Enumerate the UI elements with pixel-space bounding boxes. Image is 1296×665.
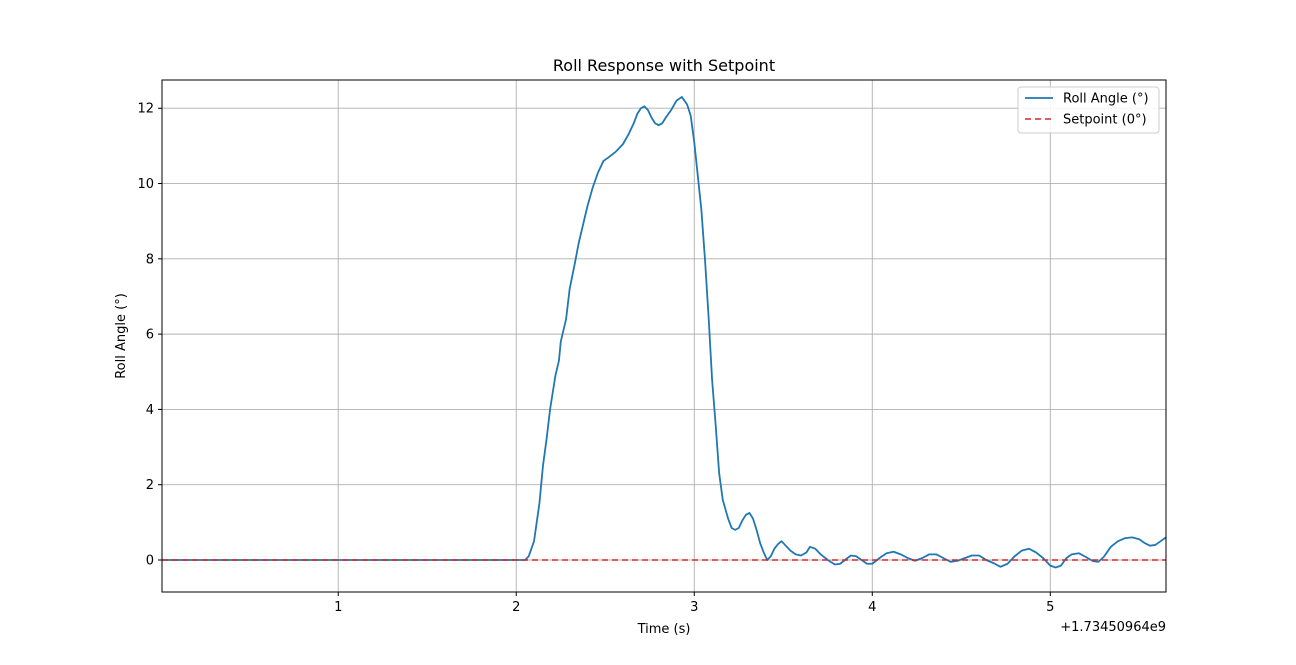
y-tick-label: 8 [146,252,154,267]
x-axis-label: Time (s) [637,622,691,637]
y-tick-label: 0 [146,554,154,569]
y-tick-label: 12 [137,102,154,117]
chart-legend: Roll Angle (°) Setpoint (0°) [1017,86,1160,134]
x-tick-label: 5 [1046,600,1054,615]
legend-box [1017,86,1160,134]
x-axis-offset-label: +1.73450964e9 [1060,620,1166,635]
y-axis-label: Roll Angle (°) [114,293,129,379]
x-tick-label: 1 [334,600,342,615]
y-tick-label: 2 [146,478,154,493]
legend-label-1: Setpoint (0°) [1063,113,1147,128]
y-tick-label: 10 [137,177,154,192]
x-tick-label: 4 [868,600,876,615]
axes-frame [161,79,1167,593]
x-tick-label: 2 [512,600,520,615]
chart-title: Roll Response with Setpoint [553,56,775,75]
x-tick-label: 3 [690,600,698,615]
y-tick-label: 4 [146,403,154,418]
y-tick-label: 6 [146,328,154,343]
series-line-0 [162,96,1167,569]
legend-label-0: Roll Angle (°) [1063,92,1149,107]
